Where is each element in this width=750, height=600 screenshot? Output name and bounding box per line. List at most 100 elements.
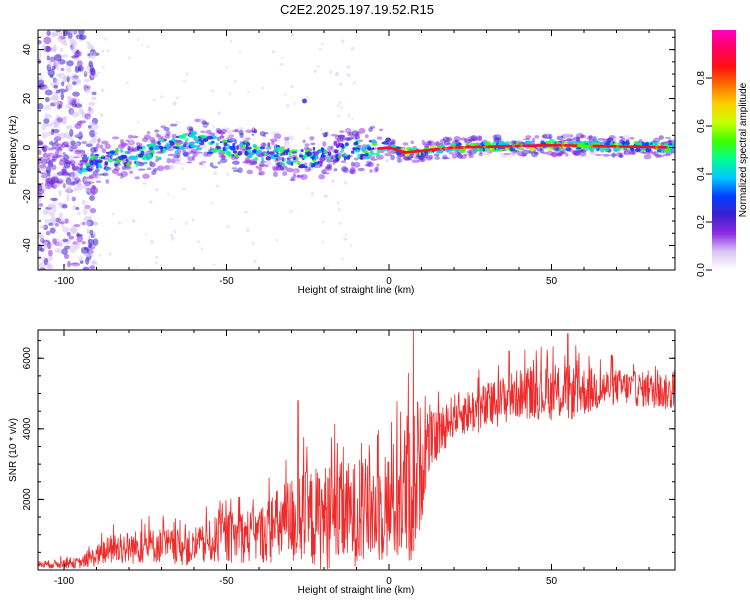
spectrogram-blob [258,166,263,172]
spectrogram-blob [334,149,338,154]
spectrogram-blob [44,104,52,111]
spectrogram-blob [195,147,203,151]
spectrogram-blob [96,180,102,183]
spectrogram-blob [136,142,141,146]
spectrogram-blob [99,144,104,150]
spectrogram-blob [78,107,84,115]
snr-x-tick-label: -100 [54,576,74,587]
spectrogram-blob [87,116,92,120]
spectrogram-blob [565,153,569,157]
spectrogram-blob [279,63,284,66]
spectrogram-blob [124,150,130,154]
spectrogram-blob [299,154,303,158]
spectrogram-blob [149,160,153,167]
spectrogram-blob [49,227,56,234]
spectrogram-blob [48,211,56,217]
spectrogram-blob [45,146,49,151]
spectrogram-blob [69,226,78,234]
spectrogram-blob [609,154,617,157]
spectrogram-y-tick-label: -40 [22,238,33,253]
colorbar-tick-label: 0.6 [696,119,707,133]
spectrogram-blob [47,69,55,77]
spectrogram-blob [71,263,78,268]
spectrogram-blob [491,141,498,147]
spectrogram-blob [214,147,218,153]
spectrogram-blob [613,136,619,141]
spectrogram-blob [131,219,135,222]
spectrogram-blob [597,137,606,141]
spectrogram-blob [90,261,98,265]
spectrogram-blob [339,82,343,86]
spectrogram-blob [263,152,268,157]
spectrogram-blob [248,163,255,166]
spectrogram-blob [232,142,236,148]
spectrogram-blob [96,71,101,74]
spectrogram-blob [397,157,402,163]
spectrogram-blob [172,101,177,106]
spectrogram-blob [61,142,66,149]
spectrogram-blob [269,138,278,142]
spectrogram-blob [338,222,343,225]
spectrogram-blob [205,129,212,135]
spectrogram-blob [142,181,146,185]
spectrogram-blob [641,141,645,147]
spectrogram-blob [658,135,664,140]
spectrogram-blob [428,151,431,154]
spectrogram-blob [212,125,216,128]
spectrogram-x-label: Height of straight line (km) [298,285,415,296]
spectrogram-blob [38,234,44,239]
spectrogram-blob [373,166,379,173]
spectrogram-blob [56,117,63,123]
spectrogram-blob [88,101,96,107]
spectrogram-blob [282,171,288,176]
spectrogram-blob [575,136,580,143]
spectrogram-blob [104,161,109,166]
spectrogram-blob [457,153,463,159]
spectrogram-blob [433,153,440,157]
spectrogram-blob [60,92,65,101]
spectrogram-blob [86,228,90,235]
spectrogram-blob [127,134,133,139]
spectrogram-blob [338,209,341,212]
spectrogram-blob [434,156,440,160]
spectrogram-blob [155,261,158,265]
spectrogram-blob [64,218,69,224]
spectrogram-blob [602,153,611,157]
spectrogram-blob [291,151,297,154]
spectrogram-blob [236,145,239,150]
spectrogram-blob [319,161,323,167]
snr-panel: -100 -50 0 50 2000 4000 6000 Height of straig… [8,329,676,596]
snr-x-ticks: -100 -50 0 50 [54,330,650,587]
spectrogram-blob [196,140,201,144]
spectrogram-blob [274,157,279,163]
figure-title: C2E2.2025.197.19.52.R15 [280,2,434,17]
spectrogram-blob [253,259,257,264]
spectrogram-blob [284,93,287,96]
spectrogram-blob [174,139,182,143]
spectrogram-blob [84,87,91,94]
spectrogram-blob [385,158,390,163]
spectrogram-blob [262,142,266,147]
spectrogram-blob [46,265,53,270]
spectrogram-blob [217,161,222,165]
colorbar-ticks: 0.0 0.2 0.4 0.6 0.8 [696,71,712,277]
spectrogram-blob [90,186,99,195]
spectrogram-blob [254,156,259,162]
spectrogram-blob [370,158,378,161]
spectrogram-blob [448,152,454,155]
spectrogram-blob [323,195,328,198]
spectrogram-blob [49,159,57,163]
spectrogram-blob [649,142,653,146]
spectrogram-blob [290,161,294,166]
spectrogram-blob [125,81,129,84]
spectrogram-blob [281,56,284,60]
spectrogram-blob [38,149,42,156]
spectrogram-blob [442,136,450,143]
spectrogram-blob [73,186,79,192]
spectrogram-blob [253,161,257,165]
spectrogram-blob [41,86,50,90]
spectrogram-blob [64,245,71,250]
colorbar-tick-label: 0.0 [696,263,707,277]
spectrogram-blob [48,222,54,226]
spectrogram-blob [549,139,556,144]
